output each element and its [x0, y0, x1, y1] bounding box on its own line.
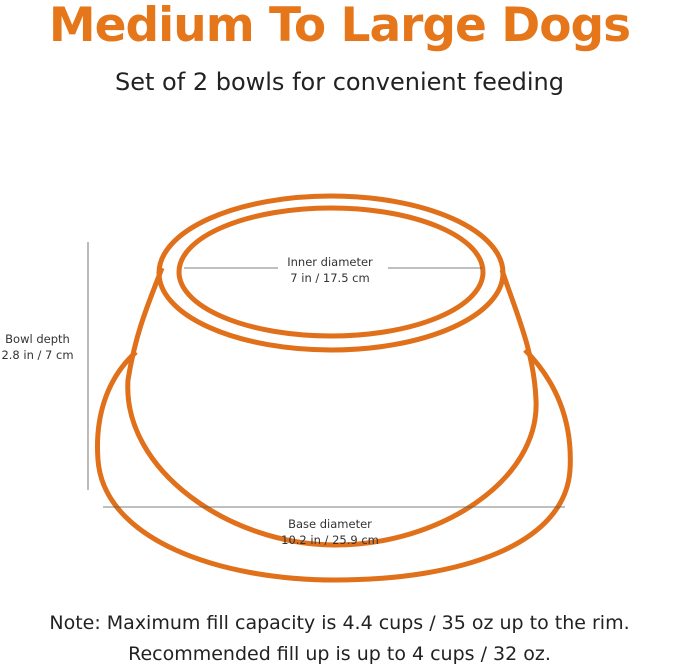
outer-rim	[156, 193, 506, 353]
base-diameter-value: 10.2 in / 25.9 cm	[281, 533, 379, 547]
note-line-1: Note: Maximum fill capacity is 4.4 cups …	[49, 612, 630, 634]
inner-rim	[176, 205, 486, 339]
note-line-2: Recommended fill up is up to 4 cups / 32…	[128, 643, 551, 665]
subtitle: Set of 2 bowls for convenient feeding	[115, 68, 564, 96]
inner-diameter-title: Inner diameter	[287, 255, 373, 269]
bowl-depth-title: Bowl depth	[5, 332, 70, 346]
dimension-lines	[87, 242, 565, 508]
base-diameter-label: Base diameter 10.2 in / 25.9 cm	[260, 516, 400, 548]
capacity-note: Note: Maximum fill capacity is 4.4 cups …	[0, 608, 679, 670]
inner-diameter-value: 7 in / 17.5 cm	[290, 271, 370, 285]
bowl-outline	[95, 193, 573, 583]
base-diameter-title: Base diameter	[288, 517, 372, 531]
inner-diameter-label: Inner diameter 7 in / 17.5 cm	[260, 254, 400, 286]
bowl-depth-value: 2.8 in / 7 cm	[1, 348, 74, 362]
page-title: Medium To Large Dogs	[48, 0, 631, 53]
base-rim	[95, 348, 573, 583]
bowl-depth-label: Bowl depth 2.8 in / 7 cm	[0, 331, 85, 363]
bowl-body	[125, 267, 539, 548]
